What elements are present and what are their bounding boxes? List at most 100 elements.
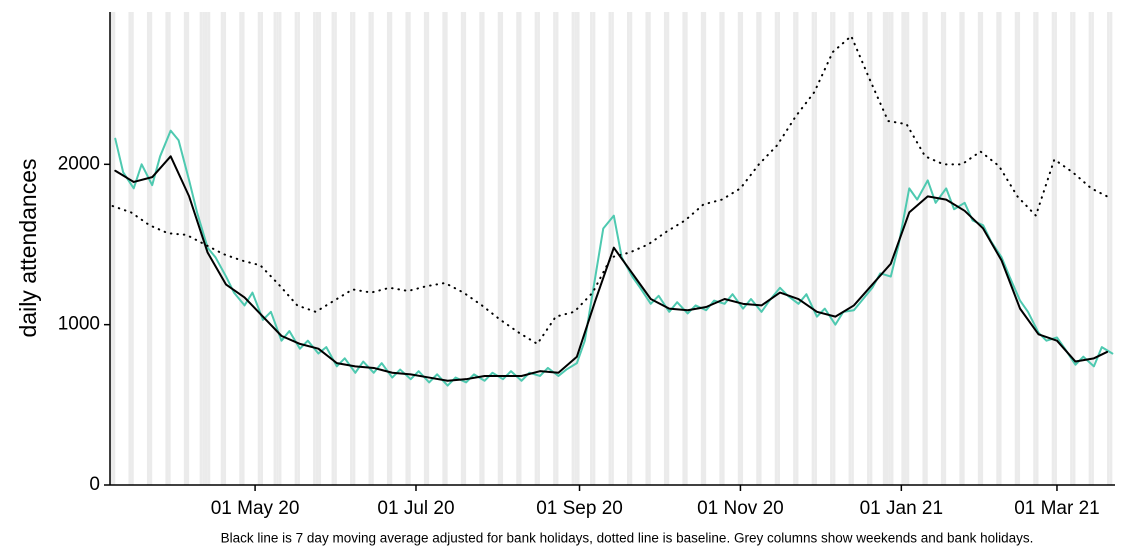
weekend-column [648,12,651,485]
weekend-column [368,12,372,485]
weekend-column [445,12,448,485]
weekend-column [146,12,150,485]
weekend-column [811,12,815,485]
weekend-column [516,12,519,485]
weekend-column [186,12,190,485]
weekend-column [371,12,374,485]
weekend-column [925,12,928,485]
weekend-column [257,12,261,485]
x-tick-label: 01 Nov 20 [697,498,784,519]
weekend-column [1035,12,1039,485]
weekend-column [869,12,873,485]
weekend-column [774,12,778,485]
weekend-column [313,12,316,485]
weekend-column [959,12,963,485]
weekend-column [183,12,187,485]
weekend-column [574,12,577,485]
weekend-column [202,12,205,485]
weekend-column [721,12,725,485]
weekend-column [555,12,559,485]
weekend-column [442,12,445,485]
bank-holiday-column [576,12,580,485]
bank-holiday-column [273,12,277,485]
weekend-column [239,12,242,485]
weekend-column [131,12,134,485]
weekend-column [553,12,556,485]
weekend-column [426,12,430,485]
weekend-column [795,12,799,485]
caption: Black line is 7 day moving average adjus… [221,531,1034,546]
bank-holiday-column [901,12,904,485]
weekend-column [830,12,833,485]
weekend-column [1107,12,1110,485]
weekend-column [260,12,263,485]
weekend-column [1054,12,1057,485]
x-tick-label: 01 May 20 [211,498,300,519]
weekend-column [334,12,337,485]
series-line [114,155,1109,382]
weekend-column [996,12,999,485]
series-line [114,129,1114,387]
weekend-column [814,12,817,485]
weekend-column [294,12,298,485]
weekend-column [1091,12,1094,485]
weekend-column [1014,12,1018,485]
weekend-column [408,12,411,485]
weekend-column [571,12,575,485]
weekend-column [922,12,926,485]
weekend-column [977,12,981,485]
weekend-column [943,12,947,485]
y-tick-label: 1000 [58,314,100,335]
weekend-column [350,12,353,485]
weekend-column [1070,12,1073,485]
weekend-column [1088,12,1092,485]
series-line [111,35,1109,345]
weekend-column [592,12,596,485]
bank-holiday-column [882,12,886,485]
weekend-column [666,12,670,485]
weekend-column [906,12,910,485]
x-tick-label: 01 Mar 21 [1014,498,1100,519]
weekend-column [386,12,390,485]
weekend-column [128,12,132,485]
weekend-column [479,12,482,485]
weekend-column [940,12,944,485]
weekend-column [518,12,522,485]
bank-holiday-column [199,12,203,485]
weekend-column [149,12,153,485]
weekend-column [168,12,171,485]
weekend-column [352,12,356,485]
x-tick-label: 01 Jul 20 [377,498,454,519]
weekend-column [685,12,688,485]
weekend-column [481,12,485,485]
weekend-column [793,12,796,485]
weekend-column [460,12,464,485]
weekend-column [110,12,113,485]
weekend-column [1109,12,1113,485]
weekend-column [867,12,870,485]
weekend-column [241,12,245,485]
weekend-column [463,12,467,485]
weekend-column [851,12,854,485]
weekend-column [719,12,722,485]
weekend-column [315,12,319,485]
weekend-column [645,12,649,485]
weekend-column [423,12,427,485]
weekend-column [885,12,889,485]
y-tick-label: 2000 [58,153,100,174]
weekend-column [737,12,741,485]
weekend-column [980,12,984,485]
weekend-column [703,12,707,485]
weekend-column [740,12,744,485]
weekend-column [1051,12,1055,485]
weekend-column [627,12,630,485]
bank-holiday-column [318,12,322,485]
weekend-column [276,12,279,485]
weekend-column [1072,12,1076,485]
weekend-column [112,12,116,485]
weekend-column [888,12,891,485]
weekend-column [832,12,836,485]
y-tick-label: 0 [89,474,100,495]
weekend-column [1033,12,1036,485]
